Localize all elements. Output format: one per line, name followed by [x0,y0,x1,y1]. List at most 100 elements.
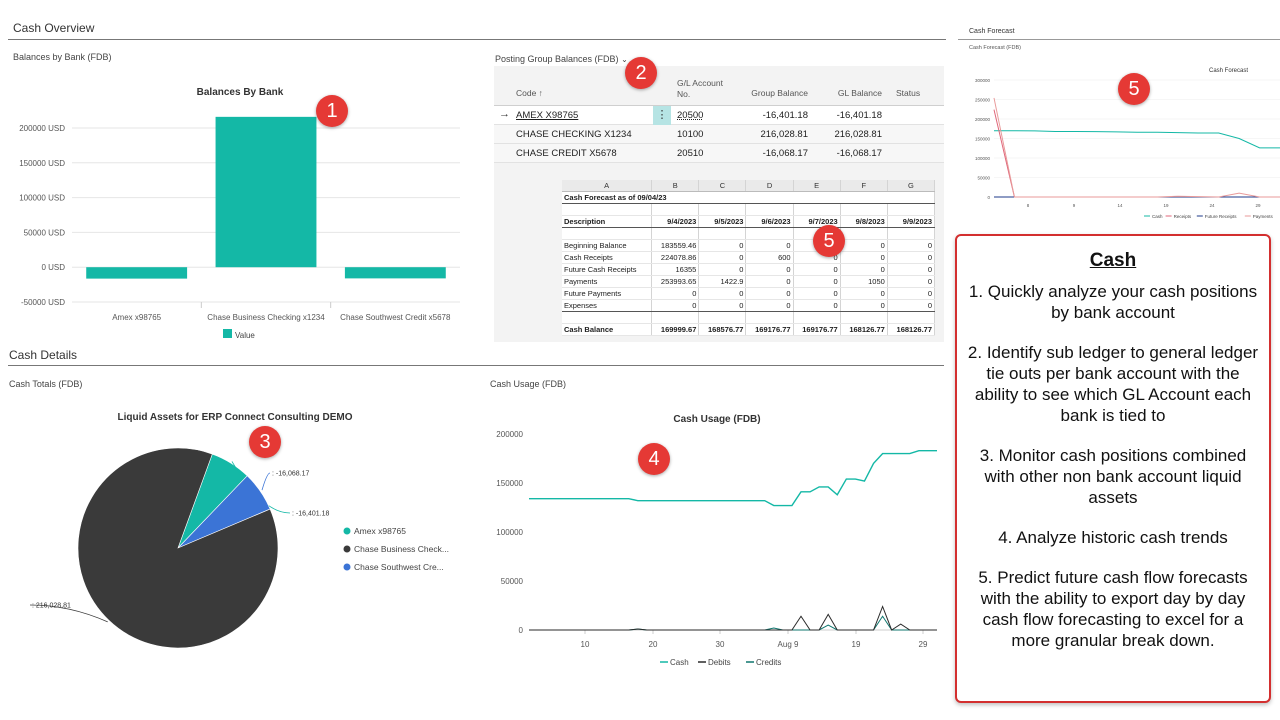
excel-col-header: F [840,180,888,192]
excel-cell: 0 [840,299,888,312]
chart-title: Balances By Bank [197,87,284,98]
excel-cell: 0 [651,287,700,300]
excel-data-row: Future Payments 0 0 0 0 0 0 [562,287,936,300]
excel-cell: 168576.77 [698,323,747,336]
excel-col-header: C [698,180,747,192]
cash-totals-part-label[interactable]: Cash Totals (FDB) [9,379,83,389]
row-group-balance: 216,028.81 [760,129,808,140]
excel-col-header: D [745,180,794,192]
excel-cell: 16355 [651,263,700,276]
y-tick-label: 150000 USD [19,159,65,168]
excel-cell: 0 [887,251,936,264]
legend-label: Credits [756,658,781,667]
bar [86,267,188,279]
excel-cell: 0 [793,275,841,288]
col-header-code[interactable]: Code ↑ [516,88,543,98]
legend-label: Debits [708,658,731,667]
row-code[interactable]: CHASE CREDIT X5678 [516,148,617,159]
y-tick-label: 200000 [496,430,523,439]
excel-cell: 0 [840,239,888,252]
excel-cell: 0 [745,239,794,252]
excel-cell: 183559.46 [651,239,700,252]
excel-cell: 0 [698,287,747,300]
excel-title-row: Cash Forecast as of 09/04/23 [562,191,935,204]
x-tick-label: 24 [1209,203,1215,208]
callout-badge-1: 1 [316,95,348,127]
balances-part-label[interactable]: Balances by Bank (FDB) [13,52,112,62]
excel-blank-row [562,203,936,216]
excel-col-header: A [562,180,653,192]
cash-usage-part-label[interactable]: Cash Usage (FDB) [490,379,567,389]
row-group-balance: -16,401.18 [762,110,808,121]
more-options-icon[interactable]: ⋮ [653,106,671,125]
excel-cell: 169176.77 [793,323,841,336]
x-tick-label: 19 [852,640,861,649]
excel-cell: 168126.77 [840,323,888,336]
excel-col-header: G [887,180,936,192]
cash-info-box: Cash 1. Quickly analyze your cash positi… [955,234,1271,703]
posting-part-label[interactable]: Posting Group Balances (FDB) ⌄ [495,54,628,64]
chart-title: Cash Usage (FDB) [673,414,760,425]
excel-data-row: Expenses 0 0 0 0 0 0 [562,299,936,312]
x-tick-label: 10 [581,640,590,649]
x-tick-label: 8 [1027,203,1030,208]
info-item: 1. Quickly analyze your cash positions b… [968,282,1258,322]
legend-icon [343,563,351,571]
chevron-down-icon: ⌄ [621,55,628,64]
col-header-gl-account[interactable]: G/L Account No. [677,78,723,99]
y-tick-label: 100000 USD [19,194,65,203]
row-gl-account[interactable]: 10100 [677,129,704,140]
excel-cell: 0 [745,275,794,288]
forecast-sub-label[interactable]: Cash Forecast (FDB) [969,45,1021,51]
excel-cell: 9/7/2023 [793,215,841,228]
forecast-part-label[interactable]: Cash Forecast [969,28,1015,35]
excel-title: Cash Forecast as of 09/04/23 [562,191,935,204]
excel-cell: 0 [698,263,747,276]
excel-cell: 0 [887,299,936,312]
y-tick-label: 150000 [975,137,991,142]
col-header-gl-balance[interactable]: GL Balance [837,88,882,98]
excel-cell: 168126.77 [887,323,936,336]
info-item: 5. Predict future cash flow forecasts wi… [978,568,1248,650]
pie-slice [77,447,279,649]
row-gl-account[interactable]: 20510 [677,148,704,159]
y-tick-label: 250000 [975,98,991,103]
excel-data-row: Cash Receipts 224078.86 0 600 0 0 0 [562,251,936,264]
row-gl-account[interactable]: 20500 [677,110,704,121]
excel-cell: 600 [745,251,794,264]
table-row[interactable]: CHASE CHECKING X1234 10100 216,028.81 21… [494,125,944,144]
posting-part-label-text: Posting Group Balances (FDB) [495,54,619,64]
x-tick-label: Aug 9 [778,640,799,649]
excel-cell: 0 [745,299,794,312]
x-tick-label: Chase Business Checking x1234 [207,313,325,322]
row-code-link[interactable]: AMEX X98765 [516,110,579,121]
slice-data-label: : -16,068.17 [272,471,309,478]
legend-label: Payments [1253,214,1274,219]
info-item: 3. Monitor cash positions combined with … [979,446,1247,507]
table-row[interactable]: → AMEX X98765 ⋮ 20500 -16,401.18 -16,401… [494,106,944,125]
col-header-status[interactable]: Status [896,88,921,98]
y-tick-label: 0 USD [41,263,65,272]
y-tick-label: 200000 USD [19,124,65,133]
row-gl-balance: 216,028.81 [834,129,882,140]
row-code[interactable]: CHASE CHECKING X1234 [516,129,632,140]
bar [344,267,446,279]
y-tick-label: 100000 [496,528,523,537]
excel-data-row: Payments 253993.65 1422.9 0 0 1050 0 [562,275,936,288]
col-header-group-balance[interactable]: Group Balance [751,88,808,98]
info-item: 4. Analyze historic cash trends [998,528,1228,547]
x-tick-label: Chase Southwest Credit x5678 [340,313,451,322]
excel-col-header: E [793,180,841,192]
excel-cell: 9/4/2023 [651,215,700,228]
x-tick-label: 30 [716,640,725,649]
y-tick-label: 0 [987,195,990,200]
excel-cell: 0 [793,263,841,276]
legend-label: Chase Southwest Cre... [354,562,444,572]
table-row[interactable]: CHASE CREDIT X5678 20510 -16,068.17 -16,… [494,144,944,163]
y-tick-label: -50000 USD [21,298,65,307]
excel-cell: 0 [887,275,936,288]
excel-cell: 169999.67 [651,323,700,336]
legend-label: Chase Business Check... [354,544,449,554]
callout-badge-5: 5 [1118,73,1150,105]
header-divider [494,105,944,106]
